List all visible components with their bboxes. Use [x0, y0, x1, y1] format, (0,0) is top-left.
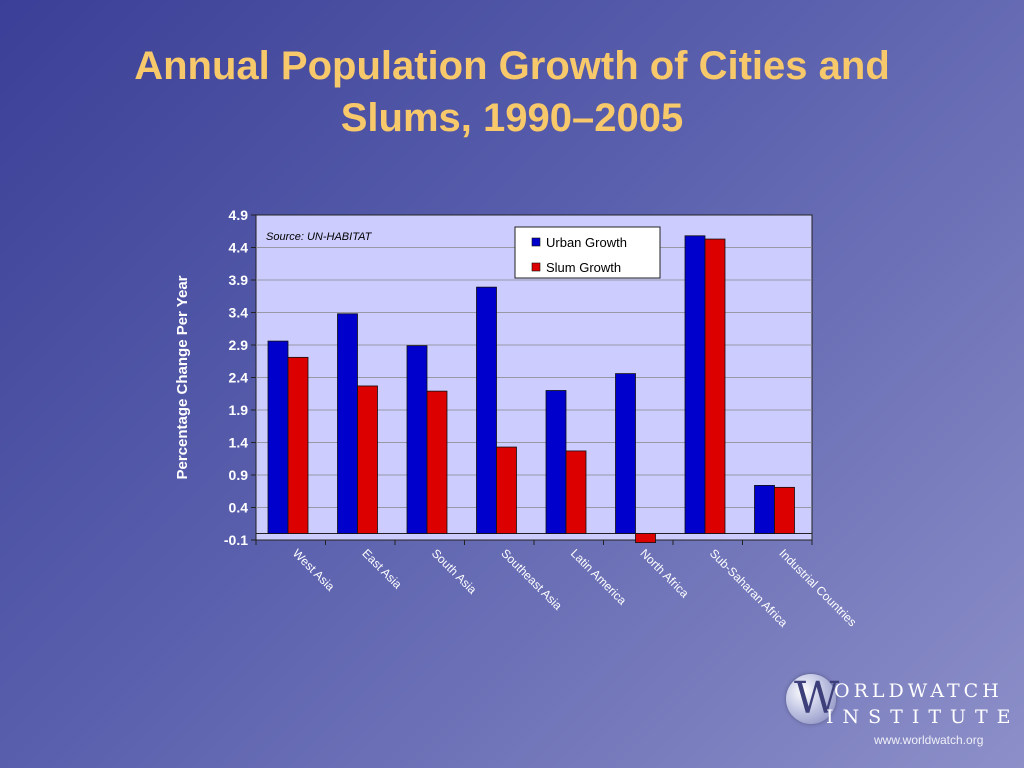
y-tick-label: 4.4 — [229, 240, 249, 256]
x-tick-label: Industrial Countries — [776, 546, 859, 629]
source-note: Source: UN-HABITAT — [266, 231, 373, 243]
x-tick-label: East Asia — [359, 546, 405, 592]
bar-slum-growth — [565, 450, 587, 534]
bar-slum-growth — [287, 356, 309, 534]
x-tick-label: Sub-Saharan Africa — [707, 546, 791, 630]
bar-urban-growth — [545, 390, 567, 534]
slide-title: Annual Population Growth of Cities and S… — [40, 40, 984, 144]
bar-urban-growth — [337, 313, 358, 534]
worldwatch-logo: W ORLDWATCH INSTITUTE www.worldwatch.org — [786, 672, 1016, 752]
bar-slum-growth — [496, 446, 517, 534]
logo-letter: W — [794, 673, 840, 724]
bar-slum-growth — [357, 385, 378, 534]
bar-urban-growth — [406, 345, 428, 534]
bar-urban-growth — [476, 286, 497, 534]
legend-label: Urban Growth — [546, 235, 627, 250]
slide-title-line2: Slums, 1990–2005 — [340, 96, 684, 140]
legend-swatch — [531, 237, 541, 247]
y-tick-label: 1.9 — [229, 402, 249, 418]
y-tick-label: 3.4 — [229, 305, 249, 321]
x-tick-label: North Africa — [637, 546, 691, 600]
bar-urban-growth — [754, 484, 775, 534]
x-tick-label: South Asia — [429, 546, 480, 597]
bar-slum-growth — [635, 533, 656, 544]
y-tick-label: 2.4 — [229, 370, 249, 386]
bar-urban-growth — [267, 340, 289, 534]
y-tick-label: 2.9 — [229, 337, 249, 353]
bar-urban-growth — [684, 235, 706, 534]
bar-slum-growth — [704, 238, 726, 534]
x-tick-label: Latin America — [568, 546, 630, 608]
y-tick-label: -0.1 — [224, 532, 248, 548]
legend-swatch — [531, 262, 541, 272]
x-tick-label: Southeast Asia — [498, 546, 565, 613]
y-axis-label: Percentage Change Per Year — [174, 275, 191, 479]
logo-line2: INSTITUTE — [826, 706, 1020, 728]
bar-slum-growth — [426, 390, 448, 534]
y-tick-label: 1.4 — [229, 435, 249, 451]
y-tick-label: 0.9 — [229, 467, 249, 483]
legend-label: Slum Growth — [546, 260, 621, 275]
y-tick-label: 4.9 — [229, 207, 249, 223]
logo-url: www.worldwatch.org — [874, 733, 984, 747]
logo-line1: ORLDWATCH — [834, 680, 1003, 702]
y-tick-label: 0.4 — [229, 500, 249, 516]
logo-globe-icon — [786, 674, 836, 724]
slide-title-line1: Annual Population Growth of Cities and — [134, 44, 890, 88]
bar-urban-growth — [615, 373, 636, 534]
bar-slum-growth — [774, 486, 795, 534]
x-tick-label: West Asia — [290, 546, 338, 594]
y-tick-label: 3.9 — [229, 272, 249, 288]
